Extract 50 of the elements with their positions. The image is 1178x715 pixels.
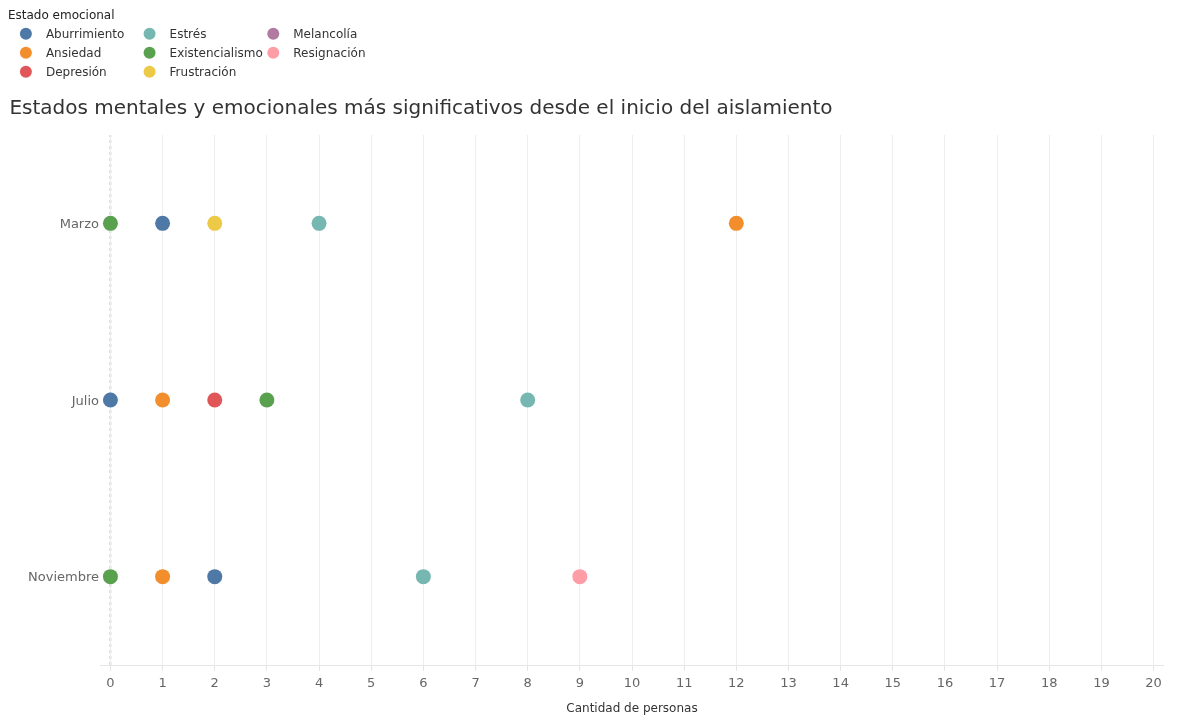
x-tick-label: 3 — [262, 674, 272, 690]
point — [102, 215, 118, 231]
x-tick-label: 7 — [471, 674, 480, 690]
legend-label: Existencialismo — [169, 46, 263, 61]
x-tick-label: 17 — [988, 674, 1006, 690]
x-tick-label: 20 — [1145, 674, 1162, 690]
point — [155, 392, 171, 408]
legend-label: Ansiedad — [45, 46, 102, 61]
y-tick-label: Noviembre — [28, 569, 99, 585]
point — [415, 569, 431, 585]
point — [207, 215, 223, 231]
legend-label: Depresión — [45, 65, 107, 80]
legend-label: Estrés — [169, 27, 207, 42]
x-tick-label: 11 — [675, 674, 693, 690]
point — [207, 569, 223, 585]
chart-title: Estados mentales y emocionales más significativos desde el inicio del aislamiento — [9, 95, 833, 119]
point — [520, 392, 536, 408]
y-tick-label: Marzo — [59, 215, 100, 231]
y-tick-label: Julio — [70, 392, 100, 408]
x-tick-label: 14 — [832, 674, 849, 690]
x-tick-label: 5 — [367, 674, 376, 690]
x-tick-label: 16 — [936, 674, 954, 690]
legend-title: Estado emocional — [7, 8, 115, 23]
point — [728, 215, 744, 231]
point — [207, 392, 223, 408]
point — [155, 215, 171, 231]
x-tick-label: 19 — [1093, 674, 1110, 690]
point — [311, 215, 327, 231]
legend-label: Resignación — [293, 46, 366, 61]
x-tick-label: 10 — [623, 674, 641, 690]
x-tick-label: 4 — [314, 674, 324, 690]
point — [102, 569, 118, 585]
x-tick-label: 18 — [1040, 674, 1058, 690]
x-tick-label: 13 — [780, 674, 797, 690]
x-axis-title: Cantidad de personas — [566, 701, 698, 715]
point — [102, 392, 118, 408]
x-tick-label: 2 — [210, 674, 219, 690]
point — [259, 392, 275, 408]
x-tick-label: 9 — [575, 674, 584, 690]
x-tick-label: 1 — [158, 674, 167, 690]
x-tick-label: 12 — [728, 674, 745, 690]
x-tick-label: 15 — [884, 674, 902, 690]
x-tick-label: 8 — [523, 674, 532, 690]
x-tick-label: 0 — [106, 674, 115, 690]
x-tick-label: 6 — [419, 674, 428, 690]
point — [572, 569, 588, 585]
legend-label: Aburrimiento — [45, 27, 125, 42]
legend-label: Melancolía — [293, 27, 358, 42]
legend-label: Frustración — [169, 65, 237, 80]
point — [155, 569, 171, 585]
